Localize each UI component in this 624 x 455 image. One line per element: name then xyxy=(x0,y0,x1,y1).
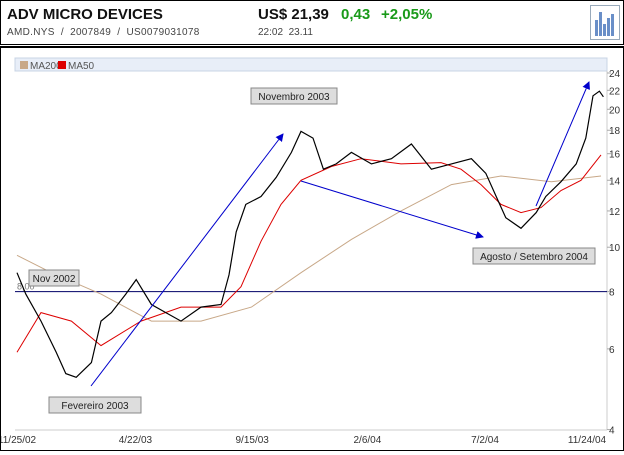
trend-arrow xyxy=(90,133,284,387)
date: 23.11 xyxy=(288,27,313,38)
y-tick-label: 24 xyxy=(609,69,621,80)
x-tick-label: 11/25/02 xyxy=(1,435,37,446)
x-tick-label: 4/22/03 xyxy=(119,435,153,446)
y-tick-label: 8 xyxy=(609,288,615,299)
annotation-box xyxy=(28,269,80,287)
last-price: US$ 21,39 xyxy=(258,6,329,23)
annotation-box xyxy=(472,247,596,265)
annotation-box xyxy=(250,87,338,105)
series-price xyxy=(16,90,604,378)
y-tick-label: 6 xyxy=(609,345,615,356)
x-tick-label: 9/15/03 xyxy=(236,435,270,446)
quote-time: 22:02 23.11 xyxy=(258,27,313,38)
legend-label-ma50: MA50 xyxy=(68,61,95,72)
legend-label-ma200: MA200 xyxy=(30,61,62,72)
y-tick-label: 16 xyxy=(609,150,621,161)
security-id: 2007849 xyxy=(70,27,112,38)
chart-icon[interactable] xyxy=(590,5,620,40)
quote-header: ADV MICRO DEVICES AMD.NYS / 2007849 / US… xyxy=(0,0,624,45)
annotation-label: Nov 2002 xyxy=(33,274,76,285)
trend-arrow xyxy=(535,81,590,207)
y-tick-label: 4 xyxy=(609,426,615,437)
x-tick-label: 7/2/04 xyxy=(471,435,499,446)
legend-bar xyxy=(14,57,608,72)
price-chart: MA200 MA50 4 6 8 10 12 14 16 18 20 22 24 11/25/02 4/… xyxy=(0,57,621,446)
chart-panel: MA200 MA50 4 6 8 10 12 14 16 18 20 22 24 11/25/02 4/… xyxy=(0,46,624,451)
x-tick-label: 11/24/04 xyxy=(568,435,607,446)
y-tick-label: 20 xyxy=(609,105,621,116)
legend-swatch-ma200 xyxy=(20,61,28,69)
x-tick-label: 2/6/04 xyxy=(353,435,381,446)
trend-arrow xyxy=(300,180,484,239)
annotation-box xyxy=(48,396,142,414)
annotation-label: Agosto / Setembro 2004 xyxy=(480,252,588,263)
y-tick-label: 22 xyxy=(609,86,621,97)
reference-line-label: 8,00 xyxy=(17,282,35,292)
y-tick-label: 14 xyxy=(609,176,621,187)
identifiers: AMD.NYS / 2007849 / US0079031078 xyxy=(7,27,200,38)
ticker: AMD.NYS xyxy=(7,27,55,38)
time: 22:02 xyxy=(258,27,284,38)
annotation-label: Novembro 2003 xyxy=(258,92,330,103)
price-change-percent: +2,05% xyxy=(381,6,433,23)
legend-swatch-ma50 xyxy=(58,61,66,69)
y-tick-label: 12 xyxy=(609,207,621,218)
annotation-label: Fevereiro 2003 xyxy=(61,401,129,412)
price-change: 0,43 xyxy=(341,6,371,23)
series-ma200 xyxy=(16,175,602,322)
isin: US0079031078 xyxy=(126,27,200,38)
company-name: ADV MICRO DEVICES xyxy=(7,6,163,23)
y-tick-label: 18 xyxy=(609,126,621,137)
y-tick-label: 10 xyxy=(609,243,621,254)
